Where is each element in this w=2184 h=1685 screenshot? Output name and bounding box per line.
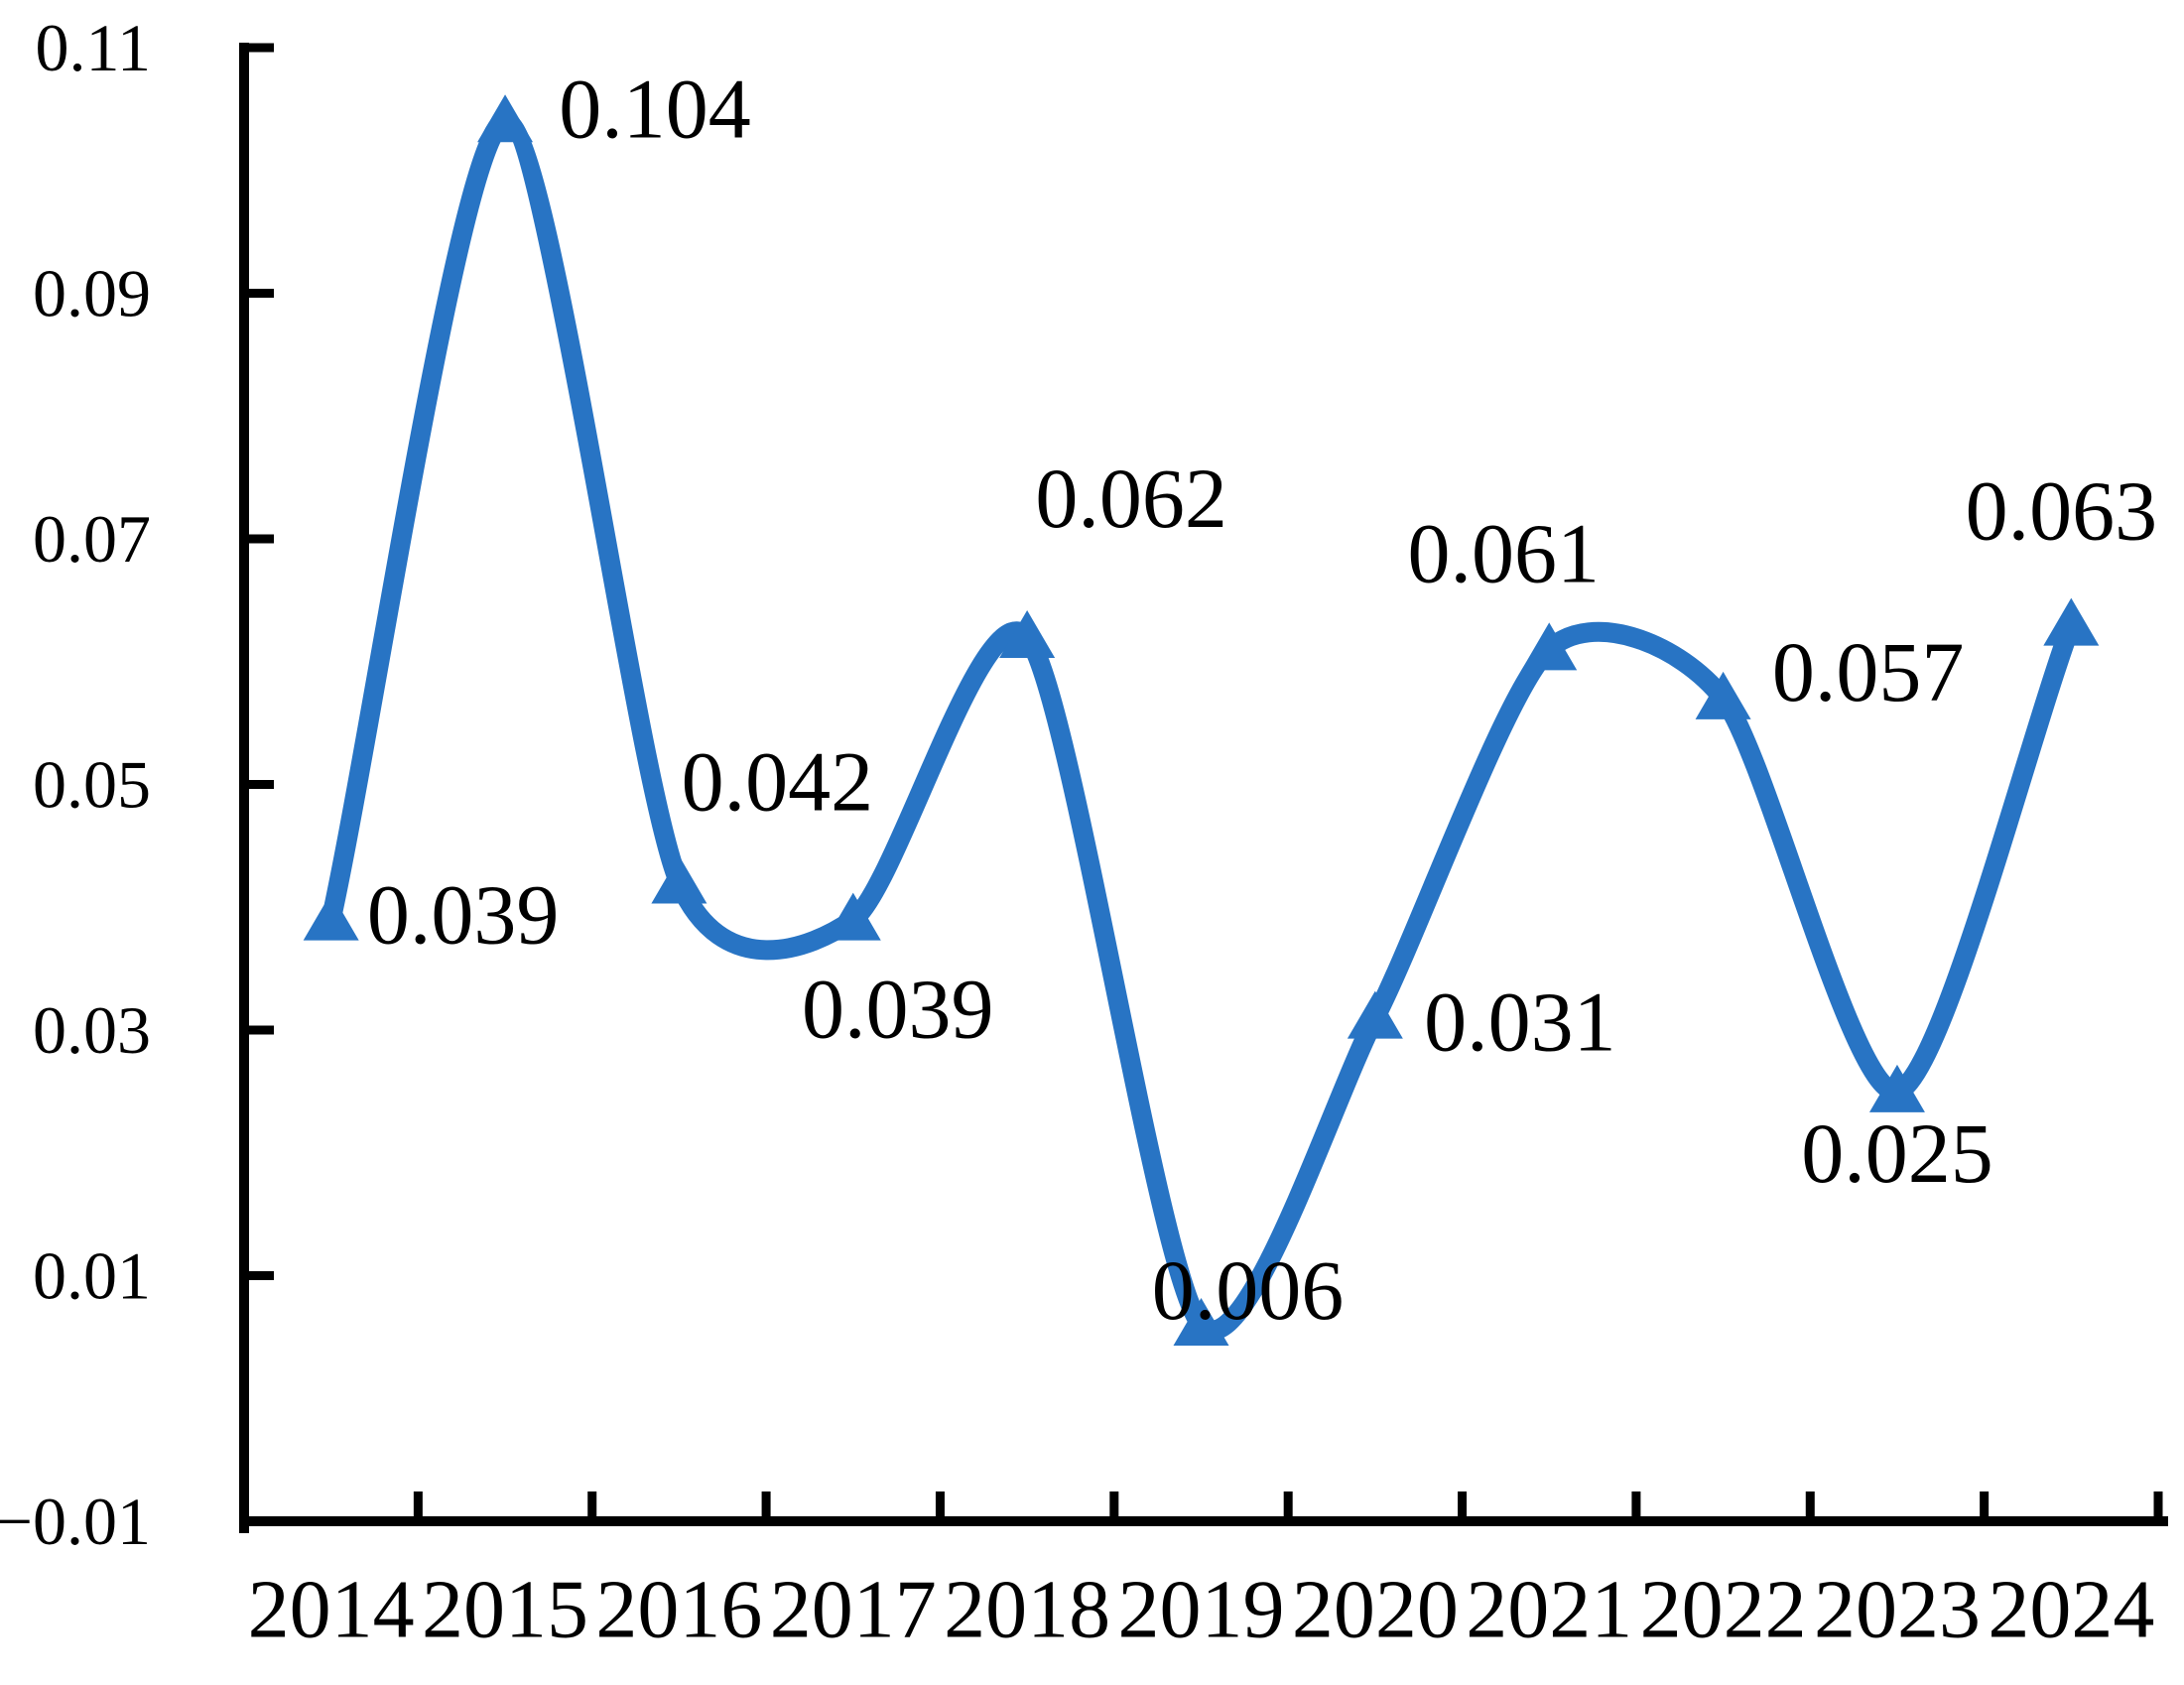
data-point-marker: [303, 892, 359, 941]
x-tick-label: 2015: [422, 1564, 588, 1656]
x-tick-label: 2014: [248, 1564, 415, 1656]
x-tick-label: 2020: [1292, 1564, 1459, 1656]
data-point-label: 0.104: [559, 61, 751, 156]
x-tick-label: 2022: [1640, 1564, 1807, 1656]
data-point-marker: [1347, 990, 1403, 1039]
data-point-label: 0.063: [1966, 463, 2158, 559]
data-point-label: 0.039: [367, 867, 560, 963]
y-tick-label: 0.03: [33, 992, 151, 1068]
data-point-marker: [2043, 597, 2100, 646]
x-tick-label: 2024: [1988, 1564, 2154, 1656]
data-point-marker: [825, 892, 881, 941]
y-tick-label: 0.11: [36, 10, 151, 85]
data-point-markers: [303, 94, 2100, 1346]
x-tick-label: 2023: [1814, 1564, 1981, 1656]
series-curve: [321, 111, 2082, 1341]
data-point-marker: [1521, 622, 1578, 671]
data-point-labels: 0.039 0.104 0.042 0.039 0.062 0.006 0.031 0.061…: [367, 61, 2157, 1338]
x-tick-label: 2016: [595, 1564, 762, 1656]
y-tick-label: 0.09: [33, 256, 151, 331]
data-series-line: [321, 111, 2082, 1341]
data-point-marker: [1695, 671, 1751, 719]
y-tick-label: 0.07: [33, 501, 151, 577]
x-tick-label: 2017: [770, 1564, 937, 1656]
data-point-label: 0.025: [1801, 1105, 1993, 1201]
data-point-marker: [651, 855, 707, 904]
data-point-label: 0.031: [1424, 974, 1616, 1070]
data-point-marker: [477, 94, 534, 143]
data-point-label: 0.039: [802, 962, 994, 1057]
y-tick-label: 0.05: [33, 747, 151, 823]
data-point-label: 0.057: [1772, 624, 1965, 719]
data-point-label: 0.062: [1035, 451, 1227, 546]
x-tick-label: 2018: [944, 1564, 1110, 1656]
data-point-marker: [999, 610, 1056, 658]
data-point-label: 0.061: [1407, 505, 1600, 600]
x-axis: 2014 2015 2016 2017 2018 2019 2020 2021 2022 2023…: [239, 1491, 2168, 1656]
x-tick-label: 2019: [1118, 1564, 1285, 1656]
y-tick-label: −0.01: [0, 1484, 151, 1559]
data-point-label: 0.006: [1152, 1242, 1345, 1338]
y-tick-label: 0.01: [33, 1238, 151, 1314]
y-axis: 0.11 0.09 0.07 0.05 0.03 0.01 −0.01: [0, 10, 274, 1559]
data-point-label: 0.042: [682, 734, 874, 830]
data-point-marker: [1868, 1064, 1925, 1112]
data-point-marker: [1173, 1298, 1229, 1346]
x-tick-label: 2021: [1466, 1564, 1632, 1656]
